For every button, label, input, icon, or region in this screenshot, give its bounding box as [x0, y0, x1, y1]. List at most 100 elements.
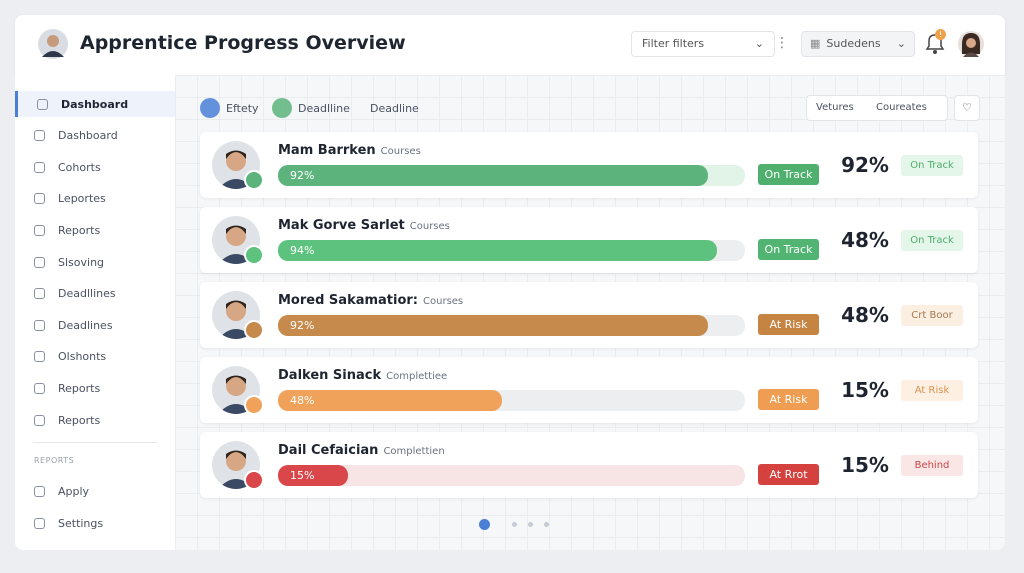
- status-pill: On Track: [901, 230, 963, 251]
- status-tag: At Rrot: [758, 464, 819, 485]
- status-tag: At Risk: [758, 314, 819, 335]
- item-label: Olshonts: [58, 350, 107, 364]
- item-label: Settings: [58, 516, 104, 530]
- icon: [34, 130, 45, 142]
- icon: [34, 382, 45, 394]
- page-dot[interactable]: [528, 522, 533, 527]
- chevron: ⌄: [896, 37, 906, 50]
- course-label: Courses: [380, 146, 421, 157]
- item-label: Reports: [58, 413, 101, 427]
- tab-icon: [200, 98, 220, 118]
- icon: [34, 224, 45, 236]
- icon: [34, 161, 45, 173]
- percent: 48%: [841, 303, 889, 327]
- sidebar-item[interactable]: Reports: [15, 407, 175, 433]
- page-dot[interactable]: [512, 522, 517, 527]
- sidebar-item[interactable]: Reports: [15, 375, 175, 401]
- sidebar-item[interactable]: Olshonts: [15, 344, 175, 370]
- status-tag: On Track: [758, 239, 819, 260]
- icon: [34, 517, 45, 529]
- avatar-badge: [244, 320, 264, 340]
- avatar-badge: [244, 395, 264, 415]
- sidebar-item[interactable]: Apply: [15, 478, 175, 504]
- course-label: Complettien: [383, 446, 445, 457]
- status-pill: Behind: [901, 455, 963, 476]
- progress-label: 92%: [290, 319, 315, 332]
- icon: [34, 288, 45, 300]
- item-label: Deadlines: [58, 318, 113, 332]
- item-label: Reports: [58, 223, 101, 237]
- page-dot[interactable]: [479, 519, 490, 530]
- row-title: Mored Sakamatior: Courses: [278, 293, 463, 308]
- tab-icon: [344, 98, 364, 118]
- sidebar-item[interactable]: Reports: [15, 217, 175, 243]
- sidebar-item[interactable]: Deadllines: [15, 281, 175, 307]
- item-label: Deadllines: [58, 287, 116, 301]
- percent: 15%: [841, 378, 889, 402]
- avatar-badge: [244, 245, 264, 265]
- sidebar-divider: [33, 442, 157, 443]
- toolbar-button[interactable]: Coureates: [876, 102, 927, 113]
- notification-badge: !: [935, 29, 946, 40]
- filter-dropdown[interactable]: Filter filters ⌄: [631, 31, 775, 57]
- row-title: Dalken Sinack Complettiee: [278, 368, 447, 383]
- select-dropdown[interactable]: ▦ Sudedens ⌄: [801, 31, 915, 57]
- sidebar-item[interactable]: Slsoving: [15, 249, 175, 275]
- favorite-button[interactable]: ♡: [954, 95, 980, 121]
- course-label: Courses: [409, 221, 450, 232]
- row-title: Dail Cefaician Complettien: [278, 443, 445, 458]
- item-label: Apply: [58, 484, 90, 498]
- page-title: Apprentice Progress Overview: [80, 32, 406, 54]
- sidebar-item[interactable]: Deadlines: [15, 312, 175, 338]
- item-label: Reports: [58, 381, 101, 395]
- progress-row: Mored Sakamatior: Courses 92% At Risk 48% Crt…: [200, 282, 978, 348]
- progress-row: Dail Cefaician Complettien 15% At Rrot 15% Be…: [200, 432, 978, 498]
- toolbar-button[interactable]: Vetures: [816, 102, 854, 113]
- icon: [34, 193, 45, 205]
- row-title: Mak Gorve Sarlet Courses: [278, 218, 450, 233]
- avatar-badge: [244, 470, 264, 490]
- apprentice-name: Mak Gorve Sarlet: [278, 218, 405, 233]
- progress-fill: [278, 240, 717, 261]
- status-pill: Crt Boor: [901, 305, 963, 326]
- avatar-face: [218, 375, 254, 414]
- row-title: Mam Barrken Courses: [278, 143, 421, 158]
- percent: 92%: [841, 153, 889, 177]
- percent: 15%: [841, 453, 889, 477]
- progress-row: Mam Barrken Courses 92% On Track 92% On Track: [200, 132, 978, 198]
- progress-row: Mak Gorve Sarlet Courses 94% On Track 48% On …: [200, 207, 978, 273]
- profile-avatar[interactable]: [957, 30, 985, 58]
- item-label: Cohorts: [58, 160, 101, 174]
- status-pill: On Track: [901, 155, 963, 176]
- tab-label[interactable]: Eftety: [226, 102, 259, 115]
- chevron: ⌄: [754, 37, 764, 50]
- apprentice-name: Mored Sakamatior:: [278, 293, 419, 308]
- progress-track: [278, 465, 745, 486]
- sidebar-item[interactable]: Dashboard: [15, 123, 175, 149]
- tab-label[interactable]: Deadline: [370, 102, 419, 115]
- percent: 48%: [841, 228, 889, 252]
- sidebar-item[interactable]: Leportes: [15, 186, 175, 212]
- apprentice-name: Mam Barrken: [278, 143, 376, 158]
- more-button[interactable]: ⋮: [775, 35, 789, 51]
- icon: [34, 485, 45, 497]
- avatar: [212, 366, 260, 414]
- sidebar-item[interactable]: Settings: [15, 510, 175, 536]
- icon: [34, 319, 45, 331]
- filter-label: Filter filters: [642, 37, 705, 50]
- status-pill: At Risk: [901, 380, 963, 401]
- page-dot[interactable]: [544, 522, 549, 527]
- course-label: Complettiee: [386, 371, 448, 382]
- progress-fill: [278, 165, 708, 186]
- calendar-icon: ▦: [810, 37, 821, 50]
- sidebar-item[interactable]: Dashboard: [15, 91, 178, 117]
- item-label: Dashboard: [61, 97, 129, 111]
- sidebar-item[interactable]: Cohorts: [15, 154, 175, 180]
- apprentice-name: Dail Cefaician: [278, 443, 379, 458]
- progress-fill: [278, 315, 708, 336]
- avatar-badge: [244, 170, 264, 190]
- tab-icon: [272, 98, 292, 118]
- progress-label: 94%: [290, 244, 315, 257]
- tab-label[interactable]: Deadlline: [298, 102, 350, 115]
- icon: [34, 256, 45, 268]
